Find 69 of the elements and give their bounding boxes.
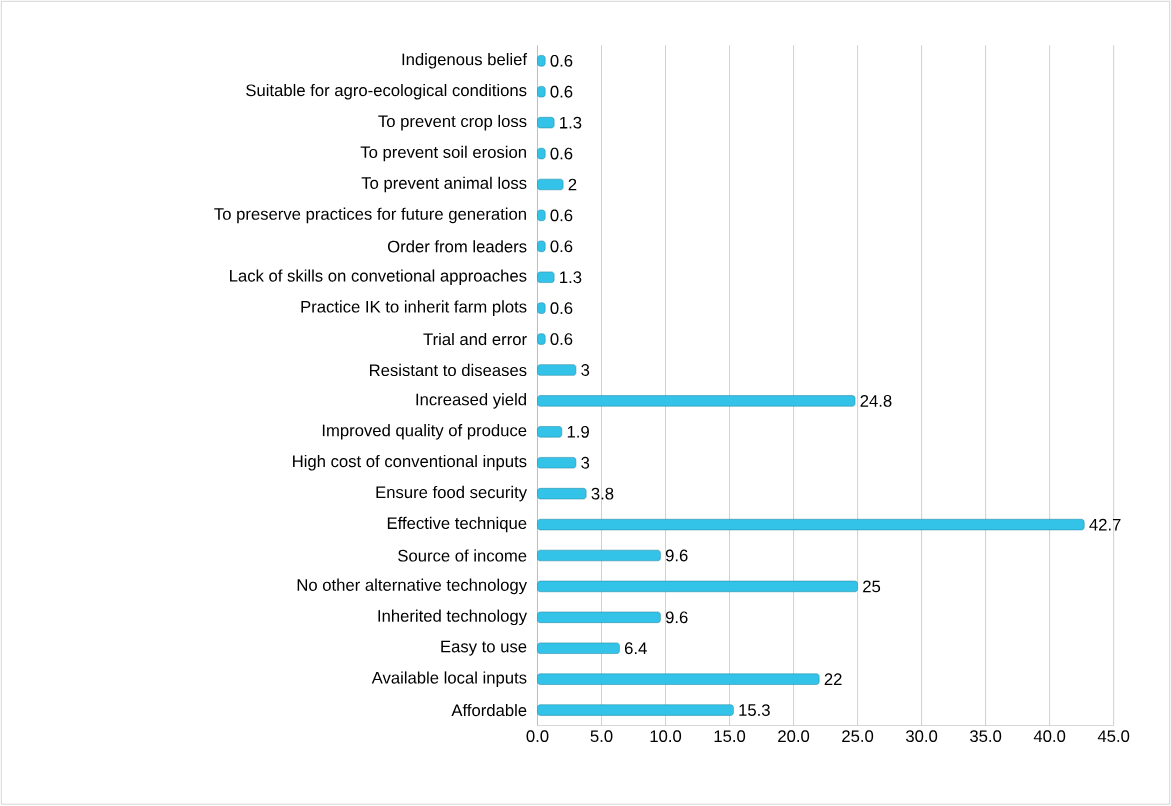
x-tick-label: 40.0	[1033, 730, 1066, 743]
y-tick-label: Indigenous belief	[402, 53, 528, 69]
y-tick-label: Trial and error	[423, 333, 527, 346]
data-label: 0.6	[550, 240, 573, 253]
data-label: 0.6	[550, 302, 573, 315]
x-tick-label: 0.0	[526, 730, 549, 743]
y-tick-label: To preserve practices for future generation	[214, 207, 526, 224]
y-tick-label: Effective technique	[387, 517, 527, 533]
bar	[537, 364, 577, 376]
y-tick-label: Available local inputs	[371, 671, 527, 688]
y-tick-label: Suitable for agro-ecological conditions	[246, 84, 527, 100]
data-label: 1.3	[560, 271, 582, 284]
x-tick-label: 35.0	[970, 730, 1002, 743]
data-label: 0.6	[550, 209, 573, 222]
y-tick-label: To prevent crop loss	[378, 115, 527, 131]
data-label: 0.6	[550, 147, 573, 160]
data-label: 25	[863, 580, 881, 593]
x-tick-label: 25.0	[842, 730, 874, 743]
data-label: 3.8	[591, 487, 614, 500]
data-label: 42.7	[1089, 518, 1121, 531]
data-label: 1.3	[560, 116, 582, 129]
x-tick-label: 20.0	[778, 730, 810, 743]
data-label: 0.6	[550, 86, 573, 98]
data-label: 9.6	[665, 611, 688, 624]
bar	[537, 117, 555, 129]
y-tick-label: High cost of conventional inputs	[293, 455, 527, 471]
data-label: 6.4	[624, 642, 647, 655]
bar	[537, 581, 858, 593]
y-tick-label: Easy to use	[441, 641, 527, 656]
bar	[537, 179, 564, 191]
data-label: 0.6	[550, 55, 573, 67]
x-tick-label: 5.0	[590, 730, 613, 743]
data-label: 1.9	[567, 426, 589, 438]
bar	[537, 550, 661, 562]
x-tick-label: 30.0	[906, 730, 938, 743]
bar	[537, 673, 820, 685]
data-label: 3	[581, 364, 590, 377]
y-tick-label: Inherited technology	[378, 609, 528, 626]
x-tick-label: 45.0	[1097, 730, 1130, 743]
data-label: 0.6	[550, 333, 573, 346]
y-tick-label: To prevent animal loss	[361, 176, 527, 193]
data-label: 24.8	[860, 395, 892, 408]
bar	[537, 704, 734, 716]
y-tick-label: To prevent soil erosion	[360, 145, 526, 162]
bar	[537, 519, 1085, 531]
bar	[537, 457, 577, 469]
bar	[537, 611, 661, 624]
data-label: 2	[568, 178, 577, 191]
bar	[537, 488, 587, 500]
y-tick-label: Ensure food security	[376, 486, 528, 502]
data-label: 3	[581, 457, 590, 469]
y-tick-label: Practice IK to inherit farm plots	[301, 300, 527, 317]
bar	[537, 426, 563, 438]
y-tick-label: Resistant to diseases	[369, 364, 527, 377]
data-label: 9.6	[665, 549, 688, 562]
bar	[537, 271, 555, 284]
data-label: 22	[824, 673, 842, 686]
data-label: 15.3	[739, 704, 770, 717]
y-tick-label: Source of income	[398, 549, 527, 562]
y-tick-label: Improved quality of produce	[322, 424, 527, 440]
y-tick-label: Increased yield	[416, 393, 526, 409]
y-tick-label: No other alternative technology	[297, 578, 527, 595]
bar	[537, 642, 620, 655]
y-tick-label: Affordable	[451, 704, 527, 717]
bar	[537, 395, 856, 407]
x-tick-label: 10.0	[650, 730, 682, 743]
x-tick-label: 15.0	[714, 730, 746, 743]
y-tick-label: Lack of skills on convetional approaches	[230, 269, 527, 286]
y-tick-label: Order from leaders	[387, 240, 527, 253]
